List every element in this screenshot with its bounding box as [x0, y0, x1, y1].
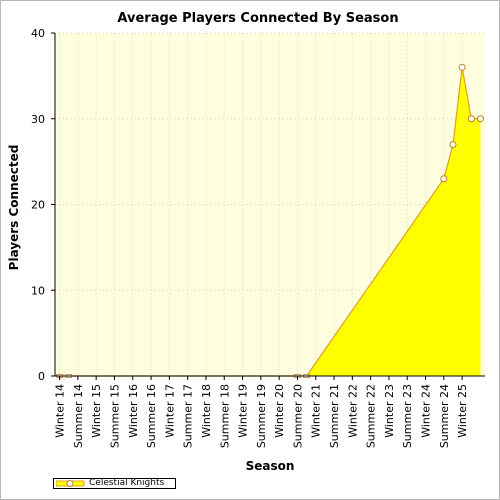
y-tick-label: 40: [31, 27, 45, 40]
y-tick-label: 20: [31, 199, 45, 212]
data-point: [476, 115, 484, 123]
x-tick-label: Summer 21: [328, 384, 341, 448]
x-tick-label: Summer 16: [145, 384, 158, 448]
x-tick-label: Summer 14: [72, 384, 85, 448]
x-tick-label: Winter 23: [383, 384, 396, 438]
y-tick-label: 0: [38, 370, 45, 383]
x-tick-label: Summer 22: [365, 384, 378, 448]
legend-label: Celestial Knights: [89, 478, 165, 488]
legend: Celestial Knights: [53, 478, 176, 489]
x-tick-label: Winter 14: [54, 384, 67, 438]
data-point: [467, 115, 475, 123]
x-tick-label: Winter 21: [310, 384, 323, 438]
y-tick-label: 30: [31, 113, 45, 126]
x-tick-label: Winter 24: [420, 384, 433, 438]
x-axis-title: Season: [246, 459, 295, 473]
chart-title: Average Players Connected By Season: [117, 11, 398, 26]
y-tick-label: 10: [31, 284, 45, 297]
x-tick-label: Summer 20: [291, 384, 304, 448]
x-tick-label: Winter 20: [273, 384, 286, 438]
x-tick-label: Winter 15: [90, 384, 103, 438]
data-point: [458, 63, 466, 71]
x-tick-label: Winter 22: [346, 384, 359, 438]
x-tick-label: Summer 17: [182, 384, 195, 448]
x-tick-label: Winter 17: [163, 384, 176, 438]
x-tick-label: Summer 18: [218, 384, 231, 448]
x-tick-label: Summer 15: [108, 384, 121, 448]
legend-swatch: [56, 480, 85, 487]
x-tick-label: Winter 25: [456, 384, 469, 438]
x-tick-label: Summer 19: [255, 384, 268, 448]
data-point: [449, 140, 457, 148]
data-point: [440, 175, 448, 183]
y-axis-title: Players Connected: [7, 145, 21, 271]
x-tick-label: Winter 16: [127, 384, 140, 438]
series-area: [59, 67, 481, 377]
x-tick-label: Winter 18: [200, 384, 213, 438]
x-tick-label: Winter 19: [237, 384, 250, 438]
x-tick-label: Summer 24: [438, 384, 451, 448]
x-tick-label: Summer 23: [401, 384, 414, 448]
